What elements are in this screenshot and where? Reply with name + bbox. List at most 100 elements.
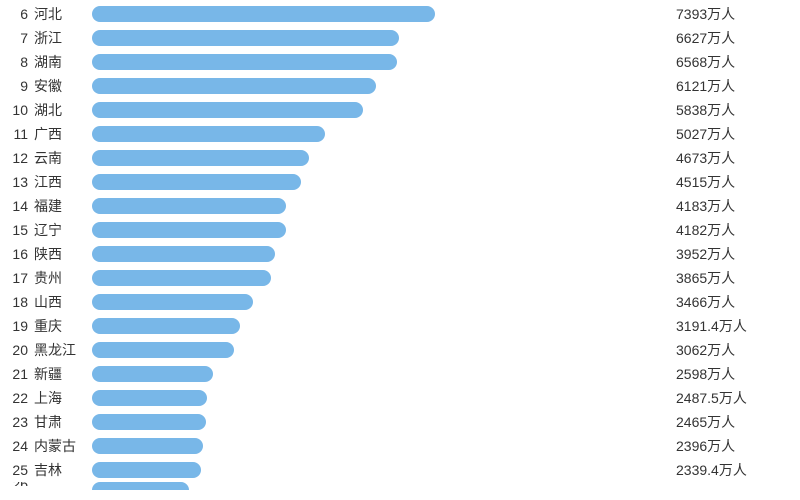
population-bar-chart: 6河北7393万人7浙江6627万人8湖南6568万人9安徽6121万人10湖北… bbox=[0, 0, 800, 492]
rank-label: 6 bbox=[0, 6, 34, 22]
rank-label: 23 bbox=[0, 414, 34, 430]
bar-wrap bbox=[92, 266, 672, 290]
rank-label: 9 bbox=[0, 78, 34, 94]
table-row: 21新疆 2598万人 bbox=[0, 362, 800, 386]
bar bbox=[92, 198, 286, 214]
table-row: 23甘肃 2465万人 bbox=[0, 410, 800, 434]
province-label: 吉林 bbox=[34, 460, 92, 480]
province-label: 河北 bbox=[34, 4, 92, 24]
bar-wrap bbox=[92, 194, 672, 218]
bar-wrap bbox=[92, 170, 672, 194]
bar-wrap bbox=[92, 2, 672, 26]
rank-label: 22 bbox=[0, 390, 34, 406]
value-label: 5027万人 bbox=[672, 124, 800, 144]
bar bbox=[92, 150, 309, 166]
table-row: 20黑龙江3062万人 bbox=[0, 338, 800, 362]
bar-wrap bbox=[92, 242, 672, 266]
table-row: 22上海 2487.5万人 bbox=[0, 386, 800, 410]
rank-label: 10 bbox=[0, 102, 34, 118]
value-label: 6627万人 bbox=[672, 28, 800, 48]
rank-label: 7 bbox=[0, 30, 34, 46]
bar-wrap bbox=[92, 146, 672, 170]
rank-label: 25 bbox=[0, 462, 34, 478]
bar bbox=[92, 6, 435, 22]
value-label: 7393万人 bbox=[672, 4, 800, 24]
province-label: 广西 bbox=[34, 124, 92, 144]
table-row: 12云南4673万人 bbox=[0, 146, 800, 170]
province-label: 黑龙江 bbox=[34, 340, 92, 360]
table-row: 16陕西3952万人 bbox=[0, 242, 800, 266]
value-label: 4673万人 bbox=[672, 148, 800, 168]
rank-label: 26 bbox=[0, 482, 34, 486]
province-label: 上海 bbox=[34, 388, 92, 408]
province-label: 辽宁 bbox=[34, 220, 92, 240]
table-row: 8湖南6568万人 bbox=[0, 50, 800, 74]
province-label: 湖南 bbox=[34, 52, 92, 72]
bar-wrap bbox=[92, 434, 672, 458]
bar-wrap bbox=[92, 482, 672, 490]
rank-label: 21 bbox=[0, 366, 34, 382]
table-row: 7浙江 6627万人 bbox=[0, 26, 800, 50]
table-row: 13江西4515万人 bbox=[0, 170, 800, 194]
value-label: 2465万人 bbox=[672, 412, 800, 432]
table-row-partial: 26 bbox=[0, 482, 800, 490]
table-row: 19重庆 3191.4万人 bbox=[0, 314, 800, 338]
table-row: 14福建4183万人 bbox=[0, 194, 800, 218]
bar-wrap bbox=[92, 74, 672, 98]
bar bbox=[92, 438, 203, 454]
value-label: 3062万人 bbox=[672, 340, 800, 360]
bar bbox=[92, 482, 189, 490]
value-label: 4183万人 bbox=[672, 196, 800, 216]
province-label: 浙江 bbox=[34, 28, 92, 48]
value-label: 3952万人 bbox=[672, 244, 800, 264]
bar bbox=[92, 270, 271, 286]
value-label: 2487.5万人 bbox=[672, 388, 800, 408]
bar-wrap bbox=[92, 386, 672, 410]
bar-wrap bbox=[92, 410, 672, 434]
table-row: 11广西 5027万人 bbox=[0, 122, 800, 146]
bar bbox=[92, 126, 325, 142]
province-label: 江西 bbox=[34, 172, 92, 192]
value-label: 2339.4万人 bbox=[672, 460, 800, 480]
rank-label: 18 bbox=[0, 294, 34, 310]
rank-label: 13 bbox=[0, 174, 34, 190]
province-label: 福建 bbox=[34, 196, 92, 216]
bar-wrap bbox=[92, 98, 672, 122]
table-row: 9安徽6121万人 bbox=[0, 74, 800, 98]
bar-wrap bbox=[92, 338, 672, 362]
province-label: 重庆 bbox=[34, 316, 92, 336]
province-label: 山西 bbox=[34, 292, 92, 312]
province-label: 湖北 bbox=[34, 100, 92, 120]
rank-label: 11 bbox=[0, 126, 34, 142]
rank-label: 16 bbox=[0, 246, 34, 262]
value-label: 2396万人 bbox=[672, 436, 800, 456]
rank-label: 24 bbox=[0, 438, 34, 454]
province-label: 新疆 bbox=[34, 364, 92, 384]
bar bbox=[92, 30, 399, 46]
table-row: 6河北 7393万人 bbox=[0, 2, 800, 26]
province-label: 内蒙古 bbox=[34, 436, 92, 456]
value-label: 3191.4万人 bbox=[672, 316, 800, 336]
bar bbox=[92, 294, 253, 310]
table-row: 25吉林 2339.4万人 bbox=[0, 458, 800, 482]
bar-wrap bbox=[92, 218, 672, 242]
bar-wrap bbox=[92, 458, 672, 482]
bar bbox=[92, 462, 201, 478]
rank-label: 17 bbox=[0, 270, 34, 286]
rank-label: 19 bbox=[0, 318, 34, 334]
bar bbox=[92, 390, 207, 406]
value-label: 3466万人 bbox=[672, 292, 800, 312]
bar bbox=[92, 414, 206, 430]
bar-wrap bbox=[92, 50, 672, 74]
table-row: 15辽宁4182万人 bbox=[0, 218, 800, 242]
table-row: 24内蒙古 2396万人 bbox=[0, 434, 800, 458]
rank-label: 8 bbox=[0, 54, 34, 70]
province-label: 云南 bbox=[34, 148, 92, 168]
bar-wrap bbox=[92, 290, 672, 314]
province-label: 甘肃 bbox=[34, 412, 92, 432]
value-label: 2598万人 bbox=[672, 364, 800, 384]
bar bbox=[92, 102, 363, 118]
value-label: 6121万人 bbox=[672, 76, 800, 96]
bar bbox=[92, 246, 275, 262]
table-row: 10湖北5838万人 bbox=[0, 98, 800, 122]
